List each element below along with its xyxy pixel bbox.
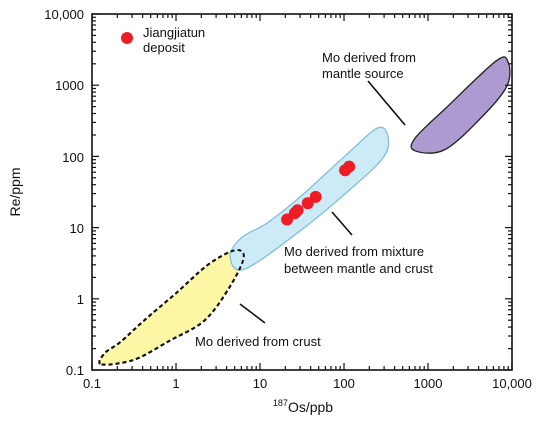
annotation-mixture-line1: Mo derived from mixture	[284, 244, 424, 259]
annotation-mantle-line1: Mo derived from	[322, 50, 416, 65]
y-tick-label: 1000	[55, 78, 84, 93]
annotation-mantle-line2: mantle source	[322, 66, 404, 81]
y-tick-label: 100	[62, 150, 84, 165]
region-mantle	[410, 56, 511, 154]
x-tick-label: 100	[333, 376, 355, 391]
data-point	[291, 204, 304, 217]
x-tick-label: 1000	[414, 376, 443, 391]
leader-line-crust	[239, 303, 266, 324]
x-axis-label-superscript: 187	[273, 398, 288, 408]
regions-layer	[98, 56, 511, 366]
x-tick-label: 1	[172, 376, 179, 391]
annotation-crust: Mo derived from crust	[195, 334, 321, 349]
x-axis-label: 187Os/ppb	[273, 398, 333, 415]
leader-lines	[239, 80, 406, 324]
plot-frame	[91, 13, 513, 371]
y-tick-label: 1	[77, 292, 84, 307]
leader-line-mantle	[367, 80, 406, 126]
annotation-mixture-line2: between mantle and crust	[284, 261, 433, 276]
y-tick-label: 10	[70, 221, 84, 236]
x-tick-label: 0.1	[83, 376, 101, 391]
data-point	[309, 190, 322, 203]
data-point	[343, 160, 356, 173]
y-tick-label: 10,000	[44, 7, 84, 22]
points-layer	[281, 160, 356, 226]
y-axis-label: Re/ppm	[7, 167, 23, 216]
x-tick-label: 10	[253, 376, 267, 391]
legend-marker	[121, 32, 133, 44]
region-crust-outline	[98, 249, 245, 366]
leader-line-mixture	[331, 211, 353, 236]
legend-label-line2: deposit	[143, 40, 185, 55]
legend-label-line1: Jiangjiatun	[143, 25, 205, 40]
y-tick-label: 0.1	[66, 363, 84, 378]
x-axis-label-main: Os/ppb	[288, 399, 333, 415]
axis-ticks	[91, 13, 513, 371]
x-tick-label: 10,000	[492, 376, 532, 391]
